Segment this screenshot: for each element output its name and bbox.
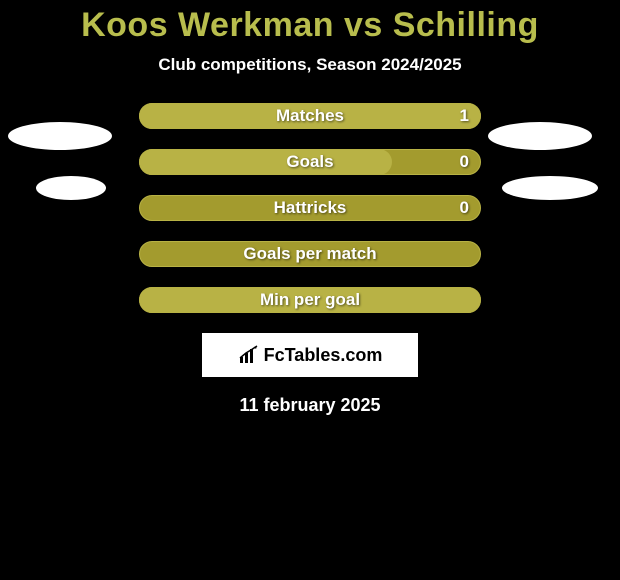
bar-fill <box>139 149 392 175</box>
decor-ellipse <box>488 122 592 150</box>
stat-bar: Goals per match <box>139 241 481 267</box>
logo-box: FcTables.com <box>202 333 418 377</box>
subtitle: Club competitions, Season 2024/2025 <box>0 55 620 75</box>
stat-bar: Hattricks0 <box>139 195 481 221</box>
bar-track <box>139 241 481 267</box>
fctables-logo: FcTables.com <box>238 345 383 366</box>
date-text: 11 february 2025 <box>0 395 620 416</box>
bar-fill <box>139 103 481 129</box>
decor-ellipse <box>8 122 112 150</box>
bar-fill <box>139 287 481 313</box>
chart-icon <box>238 345 260 365</box>
bar-track <box>139 195 481 221</box>
stat-bar: Goals0 <box>139 149 481 175</box>
stat-bar: Matches1 <box>139 103 481 129</box>
decor-ellipse <box>36 176 106 200</box>
logo-text: FcTables.com <box>264 345 383 366</box>
stat-bar: Min per goal <box>139 287 481 313</box>
decor-ellipse <box>502 176 598 200</box>
page-title: Koos Werkman vs Schilling <box>0 0 620 45</box>
